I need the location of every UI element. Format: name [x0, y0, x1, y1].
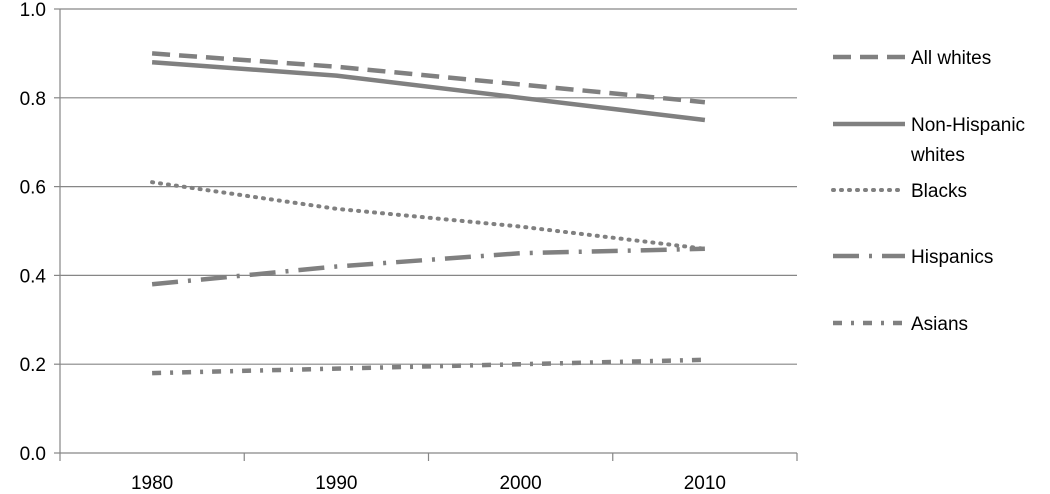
- series-line-non-hispanic-whites: [151, 60, 706, 123]
- legend-item: Blacks: [831, 181, 967, 202]
- legend-item: Asians: [833, 314, 968, 335]
- legend-label: Hispanics: [911, 247, 993, 268]
- legend-label: Blacks: [911, 181, 967, 202]
- legend-item: Hispanics: [833, 247, 993, 268]
- legend: All whites Non-Hispanic whites Blacks Hispan…: [831, 48, 1025, 335]
- axes: [54, 8, 798, 461]
- y-tick-label: 0.8: [20, 89, 46, 110]
- series-line-blacks: [150, 180, 707, 251]
- x-tick-label: 1990: [315, 473, 357, 494]
- y-tick-label: 0.2: [20, 355, 46, 376]
- series-line-hispanics: [151, 246, 705, 287]
- legend-label: Non-Hispanic: [911, 115, 1025, 136]
- tick-labels: 0.0 0.2 0.4 0.6 0.8 1.0 1980 1990 2000 2010: [20, 0, 726, 494]
- y-tick-label: 0.6: [20, 178, 46, 199]
- legend-label: Asians: [911, 314, 968, 335]
- series-line-all-whites: [151, 51, 706, 105]
- x-tick-label: 1980: [131, 473, 173, 494]
- legend-item: Non-Hispanic whites: [833, 115, 1025, 166]
- y-tick-label: 0.0: [20, 444, 46, 465]
- x-tick-label: 2000: [499, 473, 541, 494]
- legend-label: whites: [910, 145, 965, 166]
- x-tick-label: 2010: [684, 473, 726, 494]
- series-line-asians: [152, 357, 705, 376]
- legend-item: All whites: [833, 48, 991, 69]
- y-tick-label: 0.4: [20, 266, 47, 287]
- y-tick-label: 1.0: [20, 0, 46, 21]
- legend-label: All whites: [911, 48, 991, 69]
- series-lines: [150, 51, 707, 376]
